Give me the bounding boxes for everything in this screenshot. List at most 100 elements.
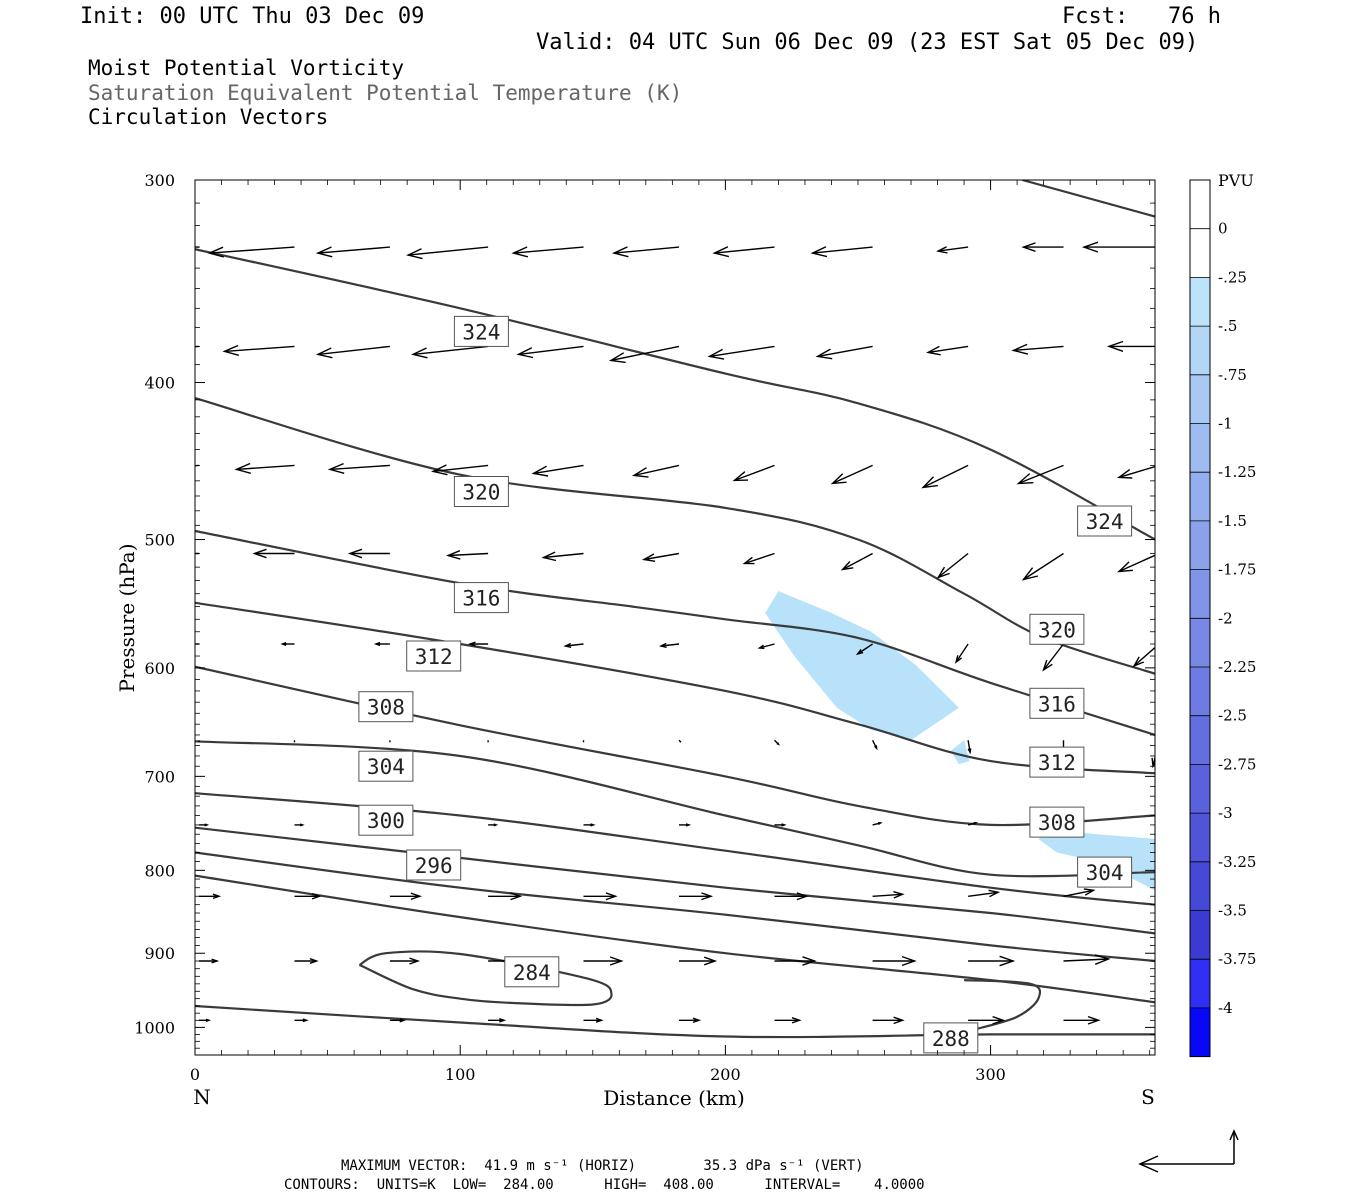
vector-head — [815, 348, 833, 360]
contour-label-box — [453, 476, 509, 507]
vector-arrow — [1063, 954, 1111, 965]
vector-head — [516, 347, 534, 359]
contour-label-layer: 324 324 320 320 316 316 312 312 308 308 304 304 300 2… — [358, 315, 1133, 1054]
y-tick-label: 1000 — [134, 1018, 175, 1037]
vector-head — [1016, 473, 1034, 485]
vector-arrow — [406, 246, 489, 260]
vector-arrow — [810, 246, 873, 258]
vector-head — [840, 561, 854, 571]
vector-shaft — [922, 464, 969, 489]
vector-shaft — [195, 345, 200, 348]
pv-shade-1 — [950, 740, 970, 765]
vector-arrow — [921, 464, 969, 489]
vector-shaft — [448, 552, 489, 557]
x-tick-label: 100 — [445, 1065, 476, 1084]
vector-head — [430, 464, 448, 476]
vector-shaft — [660, 643, 680, 647]
vector-arrow — [830, 464, 873, 485]
vector-shaft — [643, 552, 680, 561]
vector-shaft — [329, 464, 390, 471]
colorbar: 0 -.25 -.5 -.75 -1 -1.25 -1.5 -1.75 -2 -2.25 -2.5 -… — [1189, 179, 1256, 1058]
vector-arrow — [732, 464, 775, 482]
vector-arrow — [411, 345, 489, 359]
colorbar-cell — [1190, 326, 1210, 375]
vector-arrow — [1159, 890, 1189, 896]
vector-arrow — [774, 1017, 802, 1024]
vector-shaft — [744, 552, 775, 565]
vector-arrow — [144, 464, 200, 474]
colorbar-label: -.25 — [1218, 268, 1247, 286]
vector-head — [164, 550, 175, 557]
axis-ticks: 300 400 500 600 700 800 900 1000 0 100 200 300 — [134, 171, 1155, 1084]
vector-head — [1094, 954, 1111, 965]
vector-shaft — [209, 246, 295, 254]
vector-arrow — [967, 822, 979, 826]
vector-arrow — [294, 1018, 309, 1023]
vector-head — [893, 891, 905, 899]
vector-head — [144, 464, 158, 474]
contour-label-text: 304 — [1086, 861, 1124, 885]
vector-arrow — [1016, 464, 1064, 485]
vector-head — [608, 352, 626, 364]
colorbar-cell — [1190, 277, 1210, 327]
vector-arrow — [315, 345, 390, 359]
vector-shaft — [1013, 345, 1064, 352]
contour-label-text: 312 — [415, 645, 453, 669]
vector-head — [590, 823, 596, 827]
vector-arrow — [757, 643, 775, 650]
vector-head — [563, 642, 572, 648]
vector-arrow — [315, 246, 390, 258]
vector-head — [658, 642, 667, 648]
colorbar-cell — [1190, 472, 1210, 521]
contour-label: 284 — [504, 956, 560, 988]
vector-arrow — [294, 892, 322, 900]
vector-arrow — [1151, 754, 1155, 769]
vector-shaft — [1063, 958, 1109, 962]
contour-1 — [195, 397, 1155, 675]
contour-5 — [195, 740, 1155, 878]
vector-arrow — [872, 891, 905, 899]
contour-label-text: 284 — [513, 961, 551, 985]
colorbar-cell — [1190, 813, 1210, 862]
colorbar-label: -1.5 — [1218, 512, 1247, 530]
vector-arrow — [855, 643, 873, 656]
vector-head — [1169, 817, 1174, 821]
vector-arrow — [252, 548, 295, 559]
contour-label: 308 — [358, 691, 414, 723]
colorbar-label: -4 — [1218, 999, 1233, 1017]
title-line-1: Moist Potential Vorticity — [88, 56, 405, 80]
colorbar-cell — [1190, 959, 1210, 1008]
vector-head — [252, 548, 267, 559]
vector-head — [309, 958, 319, 964]
colorbar-label: -3.75 — [1218, 950, 1256, 968]
contour-label: 316 — [453, 582, 509, 614]
colorbar-label: -2.25 — [1218, 658, 1256, 676]
vector-shaft — [543, 552, 584, 559]
vector-head — [967, 748, 972, 755]
vector-shaft — [513, 246, 584, 254]
vector-head — [973, 822, 979, 825]
vector-head — [373, 641, 381, 647]
vector-head — [205, 1018, 212, 1023]
vector-shaft — [613, 246, 680, 254]
vector-shaft — [1118, 554, 1155, 573]
reference-vector — [1138, 1129, 1239, 1173]
colorbar-cell — [1190, 715, 1210, 765]
contour-label: 304 — [1077, 856, 1133, 888]
y-tick-label: 900 — [144, 944, 175, 963]
colorbar-cell — [1190, 1007, 1210, 1057]
vector-shaft — [518, 345, 584, 356]
vector-head — [222, 344, 239, 356]
contour-label-text: 316 — [1038, 692, 1076, 716]
vector-shaft — [533, 464, 584, 475]
colorbar-cell — [1190, 861, 1210, 911]
vector-shaft — [1063, 889, 1094, 897]
vector-arrow — [611, 246, 680, 258]
contour-label-box — [1029, 806, 1085, 838]
vector-arrow — [774, 739, 780, 746]
vector-arrow — [1063, 888, 1096, 897]
vector-head — [347, 548, 363, 559]
vector-head — [692, 1017, 702, 1024]
vector-arrow — [164, 550, 199, 557]
title-line-3: Circulation Vectors — [88, 105, 329, 129]
